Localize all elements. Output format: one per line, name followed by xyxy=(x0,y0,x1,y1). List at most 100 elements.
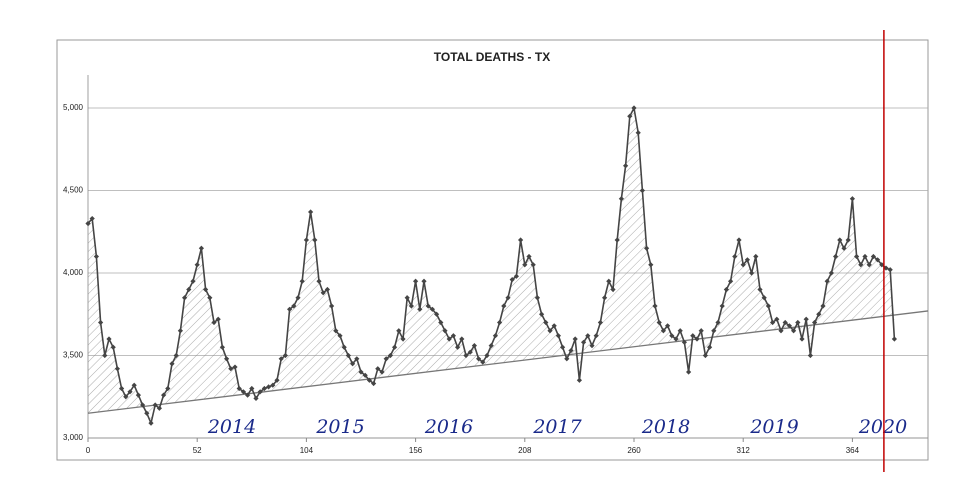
point-marker xyxy=(492,333,498,339)
point-marker xyxy=(560,344,566,350)
point-marker xyxy=(837,237,843,243)
point-marker xyxy=(211,319,217,326)
point-marker xyxy=(291,303,297,309)
point-marker xyxy=(371,380,377,387)
point-marker xyxy=(324,286,330,293)
point-marker xyxy=(623,163,629,169)
point-marker xyxy=(614,237,620,243)
year-annotation: 2017 xyxy=(532,416,582,438)
point-marker xyxy=(287,306,293,312)
point-marker xyxy=(320,290,326,296)
point-marker xyxy=(366,377,372,383)
point-marker xyxy=(547,328,553,334)
year-annotation: 2014 xyxy=(207,416,256,438)
point-marker xyxy=(404,295,410,301)
point-marker xyxy=(858,262,864,268)
point-marker xyxy=(316,278,322,284)
point-marker xyxy=(270,382,276,388)
point-marker xyxy=(207,295,213,301)
point-marker xyxy=(194,262,200,268)
point-marker xyxy=(555,333,561,339)
point-marker xyxy=(266,384,272,390)
point-marker xyxy=(173,352,179,359)
point-marker xyxy=(660,328,666,334)
point-marker xyxy=(459,336,465,342)
point-marker xyxy=(803,316,809,322)
point-marker xyxy=(257,389,263,395)
point-marker xyxy=(438,319,444,326)
point-marker xyxy=(770,319,776,326)
point-marker xyxy=(312,237,318,243)
point-marker xyxy=(198,245,204,251)
point-marker xyxy=(673,336,679,342)
point-marker xyxy=(274,377,280,383)
point-marker xyxy=(253,395,259,401)
y-tick-label: 3,000 xyxy=(63,433,84,442)
point-marker xyxy=(589,343,595,349)
point-marker xyxy=(639,187,645,194)
point-marker xyxy=(303,237,309,243)
point-marker xyxy=(539,311,545,317)
point-marker xyxy=(669,333,675,339)
point-marker xyxy=(698,328,704,334)
point-marker xyxy=(795,319,801,326)
point-marker xyxy=(723,286,729,293)
point-marker xyxy=(442,328,448,334)
point-marker xyxy=(417,306,423,312)
point-marker xyxy=(333,328,339,334)
point-marker xyxy=(425,303,431,309)
point-marker xyxy=(782,319,788,326)
point-marker xyxy=(341,344,347,350)
point-marker xyxy=(665,323,671,329)
chart-title: TOTAL DEATHS - TX xyxy=(434,50,550,64)
point-marker xyxy=(572,336,578,342)
point-marker xyxy=(89,215,95,222)
point-marker xyxy=(345,352,351,359)
point-marker xyxy=(450,333,456,339)
point-marker xyxy=(635,130,641,136)
point-marker xyxy=(413,278,419,284)
point-marker xyxy=(505,295,511,301)
point-marker xyxy=(177,328,183,334)
point-marker xyxy=(245,392,251,398)
point-marker xyxy=(165,385,171,392)
point-marker xyxy=(140,402,146,408)
point-marker xyxy=(127,389,133,395)
point-marker xyxy=(144,410,150,416)
point-marker xyxy=(761,295,767,301)
point-marker xyxy=(618,196,624,202)
point-marker xyxy=(102,352,108,359)
point-marker xyxy=(845,237,851,243)
point-marker xyxy=(501,303,507,309)
point-marker xyxy=(828,270,834,276)
point-marker xyxy=(463,352,469,359)
point-marker xyxy=(169,361,175,367)
year-annotation: 2018 xyxy=(641,416,690,438)
point-marker xyxy=(719,303,725,309)
point-marker xyxy=(446,336,452,342)
x-tick-label: 104 xyxy=(300,446,314,455)
point-marker xyxy=(161,392,167,398)
point-marker xyxy=(765,303,771,309)
point-marker xyxy=(606,278,612,284)
point-marker xyxy=(656,319,662,326)
point-marker xyxy=(820,303,826,309)
year-annotation: 2016 xyxy=(424,416,473,438)
point-marker xyxy=(602,295,608,301)
point-marker xyxy=(93,253,99,260)
point-marker xyxy=(85,220,91,227)
point-marker xyxy=(362,372,368,378)
point-marker xyxy=(824,278,830,284)
point-marker xyxy=(106,336,112,342)
point-marker xyxy=(354,356,360,362)
point-marker xyxy=(774,316,780,322)
point-marker xyxy=(833,253,839,260)
point-marker xyxy=(131,382,137,388)
point-marker xyxy=(400,336,406,342)
point-marker xyxy=(471,343,477,349)
point-marker xyxy=(240,389,246,395)
point-marker xyxy=(757,286,763,293)
point-marker xyxy=(387,352,393,359)
y-tick-label: 3,500 xyxy=(63,351,84,360)
point-marker xyxy=(434,311,440,317)
